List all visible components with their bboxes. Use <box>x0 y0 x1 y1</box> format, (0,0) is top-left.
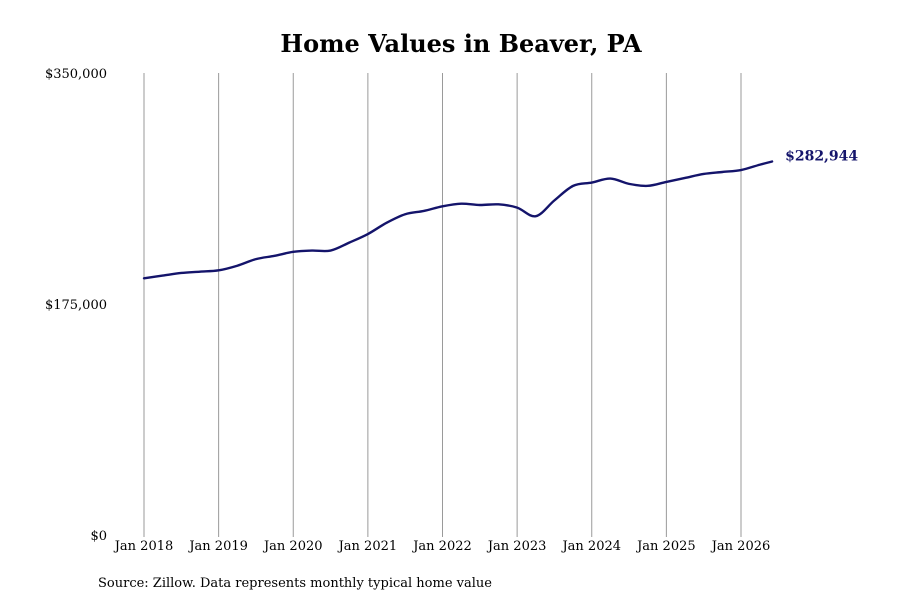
x-tick-label: Jan 2021 <box>337 539 398 554</box>
x-tick-label: Jan 2019 <box>187 539 248 554</box>
x-tick-label: Jan 2026 <box>710 539 771 554</box>
x-tick-label: Jan 2022 <box>411 539 472 554</box>
x-axis-ticks: Jan 2018 Jan 2019 Jan 2020 Jan 2021 Jan 2022… <box>113 539 771 554</box>
y-tick-label: $0 <box>90 529 107 544</box>
gridlines <box>143 73 742 537</box>
y-axis-ticks: $0 $175,000 $350,000 <box>45 67 107 544</box>
series-line <box>142 160 774 280</box>
x-tick-label: Jan 2024 <box>560 539 621 554</box>
x-tick-label: Jan 2023 <box>486 539 547 554</box>
source-note: Source: Zillow. Data represents monthly … <box>98 576 492 591</box>
x-tick-label: Jan 2025 <box>635 539 696 554</box>
series-layer <box>142 160 774 280</box>
chart-title: Home Values in Beaver, PA <box>280 29 642 58</box>
x-tick-label: Jan 2020 <box>262 539 323 554</box>
x-tick-label: Jan 2018 <box>113 539 174 554</box>
end-value-label: $282,944 <box>785 149 858 165</box>
y-tick-label: $350,000 <box>45 67 107 82</box>
y-tick-label: $175,000 <box>45 298 107 313</box>
